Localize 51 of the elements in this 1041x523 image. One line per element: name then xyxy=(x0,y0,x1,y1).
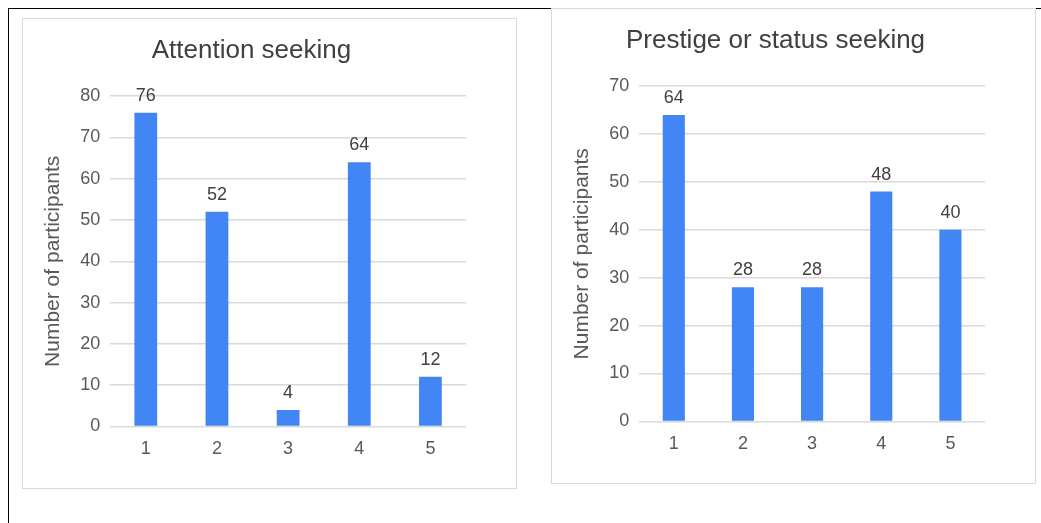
x-tick-label: 4 xyxy=(876,433,887,454)
y-axis-title: Number of participants xyxy=(569,148,593,360)
y-tick-label: 60 xyxy=(80,167,101,188)
data-label: 40 xyxy=(940,201,961,222)
y-tick-label: 20 xyxy=(609,314,630,335)
x-tick-label: 3 xyxy=(807,433,818,454)
chart-title: Attention seeking xyxy=(151,33,352,64)
x-tick-label: 3 xyxy=(283,438,294,459)
bar xyxy=(419,376,442,426)
x-tick-label: 2 xyxy=(211,438,222,459)
x-tick-label: 4 xyxy=(354,438,365,459)
bar xyxy=(276,409,300,426)
y-tick-label: 40 xyxy=(80,250,101,271)
data-label: 4 xyxy=(283,381,294,402)
data-label: 64 xyxy=(349,134,370,155)
bar xyxy=(347,162,371,426)
bar xyxy=(939,229,962,421)
data-label: 28 xyxy=(802,259,823,280)
bar xyxy=(205,211,229,426)
y-tick-label: 0 xyxy=(90,415,101,436)
x-tick-label: 2 xyxy=(737,433,748,454)
y-tick-label: 70 xyxy=(609,75,630,96)
bar xyxy=(731,287,755,421)
y-tick-label: 0 xyxy=(619,410,630,431)
y-tick-label: 30 xyxy=(80,291,101,312)
x-tick-label: 1 xyxy=(668,433,679,454)
data-label: 52 xyxy=(206,183,227,204)
y-axis-title: Number of participants xyxy=(40,155,64,367)
bar xyxy=(662,114,685,421)
data-label: 28 xyxy=(732,259,753,280)
x-tick-label: 5 xyxy=(945,433,956,454)
y-tick-label: 40 xyxy=(609,218,630,239)
data-label: 64 xyxy=(663,86,684,107)
x-tick-label: 5 xyxy=(425,438,436,459)
y-tick-label: 70 xyxy=(80,126,101,147)
y-tick-label: 80 xyxy=(80,85,101,106)
bar xyxy=(870,191,893,421)
bar xyxy=(801,287,824,421)
y-tick-label: 10 xyxy=(80,374,101,395)
bar xyxy=(134,112,158,426)
data-label: 48 xyxy=(871,163,892,184)
data-label: 12 xyxy=(420,348,441,369)
y-tick-label: 10 xyxy=(609,362,630,383)
y-tick-label: 30 xyxy=(609,266,630,287)
x-tick-label: 1 xyxy=(140,438,151,459)
y-tick-label: 50 xyxy=(609,170,630,191)
y-tick-label: 50 xyxy=(80,208,101,229)
chart-title: Prestige or status seeking xyxy=(625,23,926,54)
data-label: 76 xyxy=(135,84,156,105)
y-tick-label: 20 xyxy=(80,332,101,353)
y-tick-label: 60 xyxy=(609,123,630,144)
